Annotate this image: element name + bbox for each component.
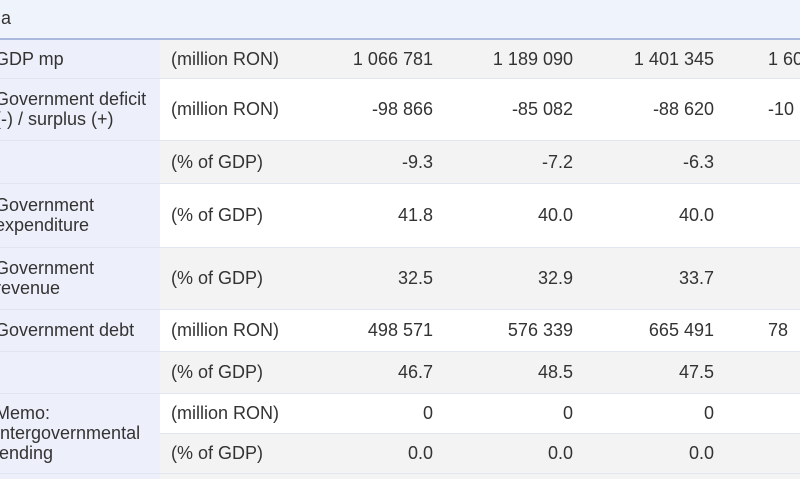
row-label (0, 351, 160, 394)
unit-cell: (% of GDP) (160, 183, 310, 248)
value-cell: 78 (714, 309, 800, 352)
value-cell: 32.9 (433, 247, 573, 310)
value-cell: 0.0 (573, 433, 714, 474)
table-row-partial (0, 473, 800, 479)
value-cell: 0 (310, 393, 433, 434)
row-label: Government deficit (-) / surplus (+) (0, 78, 160, 141)
row-label: GDP mp (0, 40, 160, 79)
value-cell (714, 183, 800, 248)
value-cell: 33.7 (573, 247, 714, 310)
value-cell: 46.7 (310, 351, 433, 394)
table-row: Memo: Intergovernmental lending (million… (0, 393, 800, 474)
row-label (0, 140, 160, 184)
table-row: (% of GDP) 0.0 0.0 0.0 (0, 433, 800, 474)
unit-cell: (million RON) (160, 393, 310, 434)
row-label: Government debt (0, 309, 160, 352)
value-cell: 48.5 (433, 351, 573, 394)
table-row: (% of GDP) -9.3 -7.2 -6.3 (0, 140, 800, 184)
row-label: Memo: Intergovernmental lending (0, 393, 160, 474)
value-cell: 665 491 (573, 309, 714, 352)
value-cell: 1 401 345 (573, 40, 714, 79)
unit-cell: (million RON) (160, 78, 310, 141)
value-cell: -7.2 (433, 140, 573, 184)
value-cell (714, 393, 800, 434)
value-cell: 1 066 781 (310, 40, 433, 79)
value-cell: 576 339 (433, 309, 573, 352)
value-cell: 0.0 (310, 433, 433, 474)
value-cell: 1 60 (714, 40, 800, 79)
value-cell: 1 189 090 (433, 40, 573, 79)
table-row: Government debt (million RON) 498 571 57… (0, 309, 800, 352)
value-cell (714, 351, 800, 394)
value-cell: -98 866 (310, 78, 433, 141)
unit-cell: (% of GDP) (160, 351, 310, 394)
table-row: (% of GDP) 46.7 48.5 47.5 (0, 351, 800, 394)
value-cell: 40.0 (433, 183, 573, 248)
country-header-label: Romania (0, 8, 12, 28)
unit-cell: (% of GDP) (160, 433, 310, 474)
row-label: Government expenditure (0, 183, 160, 248)
value-cell: 40.0 (573, 183, 714, 248)
row-label: Government revenue (0, 247, 160, 310)
unit-cell: (% of GDP) (160, 140, 310, 184)
unit-cell: (million RON) (160, 40, 310, 79)
value-cell: 0.0 (433, 433, 573, 474)
value-cell: -9.3 (310, 140, 433, 184)
value-cell: -85 082 (433, 78, 573, 141)
unit-cell: (million RON) (160, 309, 310, 352)
value-cell (714, 140, 800, 184)
value-cell: -10 (714, 78, 800, 141)
government-finance-table: GDP mp (million RON) 1 066 781 1 189 090… (0, 40, 800, 479)
unit-cell: (% of GDP) (160, 247, 310, 310)
value-cell (714, 247, 800, 310)
value-cell: 0 (433, 393, 573, 434)
partial-row-cells (160, 473, 800, 479)
value-cell: 498 571 (310, 309, 433, 352)
table-row: GDP mp (million RON) 1 066 781 1 189 090… (0, 40, 800, 79)
table-row: Government revenue (% of GDP) 32.5 32.9 … (0, 247, 800, 310)
table-header-row: Romania (0, 0, 800, 40)
value-cell: -6.3 (573, 140, 714, 184)
value-cell: 47.5 (573, 351, 714, 394)
value-cell: 32.5 (310, 247, 433, 310)
table-row: Government expenditure (% of GDP) 41.8 4… (0, 183, 800, 248)
value-cell: -88 620 (573, 78, 714, 141)
value-cell: 0 (573, 393, 714, 434)
value-cell: 41.8 (310, 183, 433, 248)
table-row: Government deficit (-) / surplus (+) (mi… (0, 78, 800, 141)
row-label (0, 473, 160, 479)
value-cell (714, 433, 800, 474)
